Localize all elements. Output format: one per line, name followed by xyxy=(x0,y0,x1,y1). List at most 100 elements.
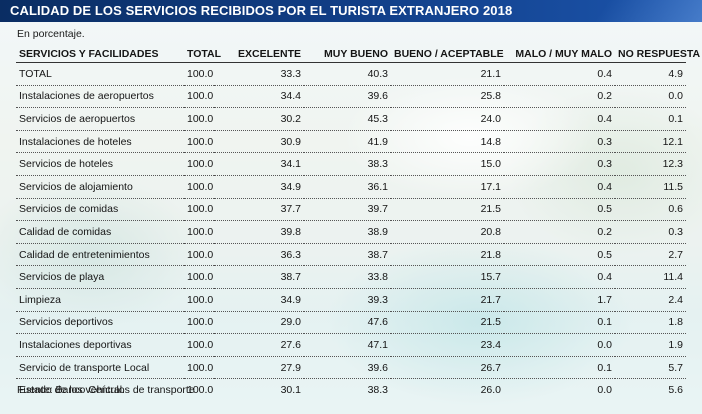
table-row: Servicios de hoteles 100.0 34.1 38.3 15.0 0.3… xyxy=(16,152,686,176)
table-cell: 40.3 xyxy=(304,62,391,86)
row-label: Instalaciones de aeropuertos xyxy=(16,85,184,109)
row-label: Servicios de hoteles xyxy=(16,152,184,176)
table-cell: 5.6 xyxy=(668,384,683,397)
row-label: Servicio de transporte Local xyxy=(16,356,184,380)
table-cell: 33.8 xyxy=(304,265,391,289)
row-label: Calidad de comidas xyxy=(16,220,184,244)
table-row: Calidad de entretenimientos 100.0 36.3 38.7… xyxy=(16,243,686,267)
table-cell: 0.2 xyxy=(504,220,615,244)
table-cell: 38.9 xyxy=(304,220,391,244)
table-row: Servicio de transporte Local 100.0 27.9 39.… xyxy=(16,356,686,380)
table-row: Servicios de aeropuertos 100.0 30.2 45.3 24.… xyxy=(16,107,686,131)
table-cell: 0.5 xyxy=(504,243,615,267)
services-table: SERVICIOS Y FACILIDADES TOTAL EXCELENTE … xyxy=(16,45,700,401)
table-cell: 34.4 xyxy=(214,85,304,109)
row-label: Servicios de comidas xyxy=(16,198,184,222)
title-bar: CALIDAD DE LOS SERVICIOS RECIBIDOS POR E… xyxy=(0,0,702,22)
row-label: TOTAL xyxy=(16,62,184,86)
table-row: Servicios de playa 100.0 38.7 33.8 15.7 0.4 11… xyxy=(16,265,686,289)
table-row: Calidad de comidas 100.0 39.8 38.9 20.8 0.2 0.… xyxy=(16,220,686,244)
row-label: Servicios de aeropuertos xyxy=(16,107,184,131)
table-cell: 100.0 xyxy=(184,85,214,109)
table-header-row: SERVICIOS Y FACILIDADES TOTAL EXCELENTE … xyxy=(16,45,700,63)
table-row: Estado de los vehículos de transporte 100… xyxy=(16,379,686,401)
table-cell: 100.0 xyxy=(184,311,214,335)
page-title: CALIDAD DE LOS SERVICIOS RECIBIDOS POR E… xyxy=(10,3,513,18)
table-row: Servicios de comidas 100.0 37.7 39.7 21.5 0.5… xyxy=(16,198,686,222)
table-cell: 41.9 xyxy=(304,130,391,154)
table-cell: 5.7 xyxy=(615,356,686,380)
table-cell: 15.7 xyxy=(391,265,504,289)
table-cell: 34.9 xyxy=(214,175,304,199)
table-cell: 12.3 xyxy=(615,152,686,176)
column-header: SERVICIOS Y FACILIDADES xyxy=(16,45,184,63)
table-cell: 36.1 xyxy=(304,175,391,199)
table-cell: 26.7 xyxy=(391,356,504,380)
table-cell: 100.0 xyxy=(184,333,214,357)
table-cell: 100.0 xyxy=(184,288,214,312)
table-cell: 21.7 xyxy=(391,288,504,312)
table-cell: 14.8 xyxy=(391,130,504,154)
table-cell: 1.9 xyxy=(615,333,686,357)
table-cell: 39.6 xyxy=(304,85,391,109)
table-cell: 37.7 xyxy=(214,198,304,222)
table-cell: 21.5 xyxy=(391,198,504,222)
table-cell: 11.5 xyxy=(615,175,686,199)
table-cell: 100.0 xyxy=(184,130,214,154)
table-cell: 0.4 xyxy=(504,175,615,199)
row-label: Estado de los vehículos de transporte xyxy=(19,384,195,397)
column-header: MUY BUENO xyxy=(304,45,391,63)
table-cell: 2.7 xyxy=(615,243,686,267)
table-cell: 39.3 xyxy=(304,288,391,312)
table-cell: 38.7 xyxy=(304,243,391,267)
table-cell: 25.8 xyxy=(391,85,504,109)
table-cell: 0.4 xyxy=(504,107,615,131)
table-row: Limpieza 100.0 34.9 39.3 21.7 1.7 2.4 xyxy=(16,288,686,312)
table-cell: 100.0 xyxy=(187,384,214,397)
table-cell: 30.9 xyxy=(214,130,304,154)
table-cell: 0.1 xyxy=(504,311,615,335)
table-cell: 38.7 xyxy=(214,265,304,289)
table-cell: 1.8 xyxy=(615,311,686,335)
table-cell: 0.0 xyxy=(597,384,612,397)
column-header: NO RESPUESTA xyxy=(615,45,700,63)
table-row: TOTAL 100.0 33.3 40.3 21.1 0.4 4.9 xyxy=(16,62,686,86)
table-cell: 1.7 xyxy=(504,288,615,312)
table-cell: 0.2 xyxy=(504,85,615,109)
table-cell: 0.1 xyxy=(504,356,615,380)
table-cell: 0.0 xyxy=(615,85,686,109)
table-cell: 34.9 xyxy=(214,288,304,312)
table-cell: 0.3 xyxy=(504,152,615,176)
table-cell: 33.3 xyxy=(214,62,304,86)
table-row: Servicios deportivos 100.0 29.0 47.6 21.5 0.1… xyxy=(16,311,686,335)
column-header: EXCELENTE xyxy=(214,45,304,63)
table-cell: 0.3 xyxy=(615,220,686,244)
column-header: BUENO / ACEPTABLE xyxy=(391,45,504,63)
table-cell: 39.6 xyxy=(304,356,391,380)
table-cell: 27.9 xyxy=(214,356,304,380)
table-cell: 100.0 xyxy=(184,62,214,86)
row-label: Instalaciones deportivas xyxy=(16,333,184,357)
table-cell: 100.0 xyxy=(184,152,214,176)
table-cell: 12.1 xyxy=(615,130,686,154)
table-cell: 21.5 xyxy=(391,311,504,335)
table-cell: 30.2 xyxy=(214,107,304,131)
table-cell: 17.1 xyxy=(391,175,504,199)
table-row: Instalaciones de hoteles 100.0 30.9 41.9 14.… xyxy=(16,130,686,154)
table-cell: 20.8 xyxy=(391,220,504,244)
table-cell: 23.4 xyxy=(391,333,504,357)
table-cell: 100.0 xyxy=(184,107,214,131)
table-cell: 27.6 xyxy=(214,333,304,357)
title-swoosh xyxy=(590,0,702,22)
table-cell: 100.0 xyxy=(184,198,214,222)
table-cell: 21.8 xyxy=(391,243,504,267)
table-cell: 45.3 xyxy=(304,107,391,131)
table-cell: 21.1 xyxy=(391,62,504,86)
row-label: Calidad de entretenimientos xyxy=(16,243,184,267)
table-cell: 0.0 xyxy=(504,333,615,357)
row-label: Limpieza xyxy=(16,288,184,312)
table-cell: 38.3 xyxy=(367,384,388,397)
table-cell: 15.0 xyxy=(391,152,504,176)
column-header: TOTAL xyxy=(184,45,221,63)
table-cell: 0.3 xyxy=(504,130,615,154)
